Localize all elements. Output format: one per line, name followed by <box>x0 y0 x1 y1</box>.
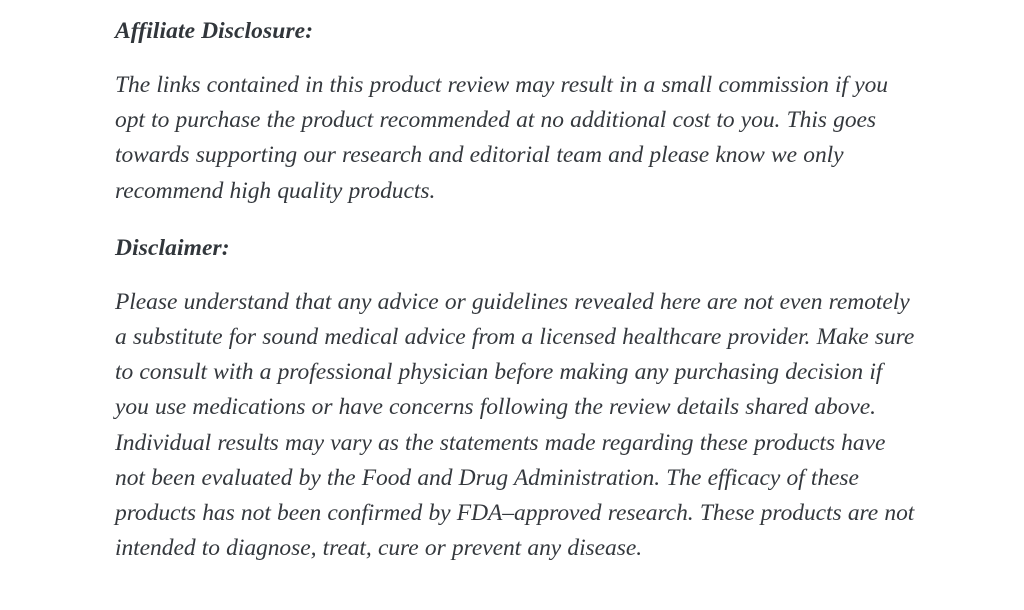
disclaimer-heading: Disclaimer: <box>115 234 230 261</box>
affiliate-disclosure-paragraph: The links contained in this product revi… <box>115 72 889 204</box>
affiliate-disclosure-heading: Affiliate Disclosure: <box>115 18 314 44</box>
disclaimer-paragraph: Please understand that any advice or gui… <box>115 288 915 562</box>
